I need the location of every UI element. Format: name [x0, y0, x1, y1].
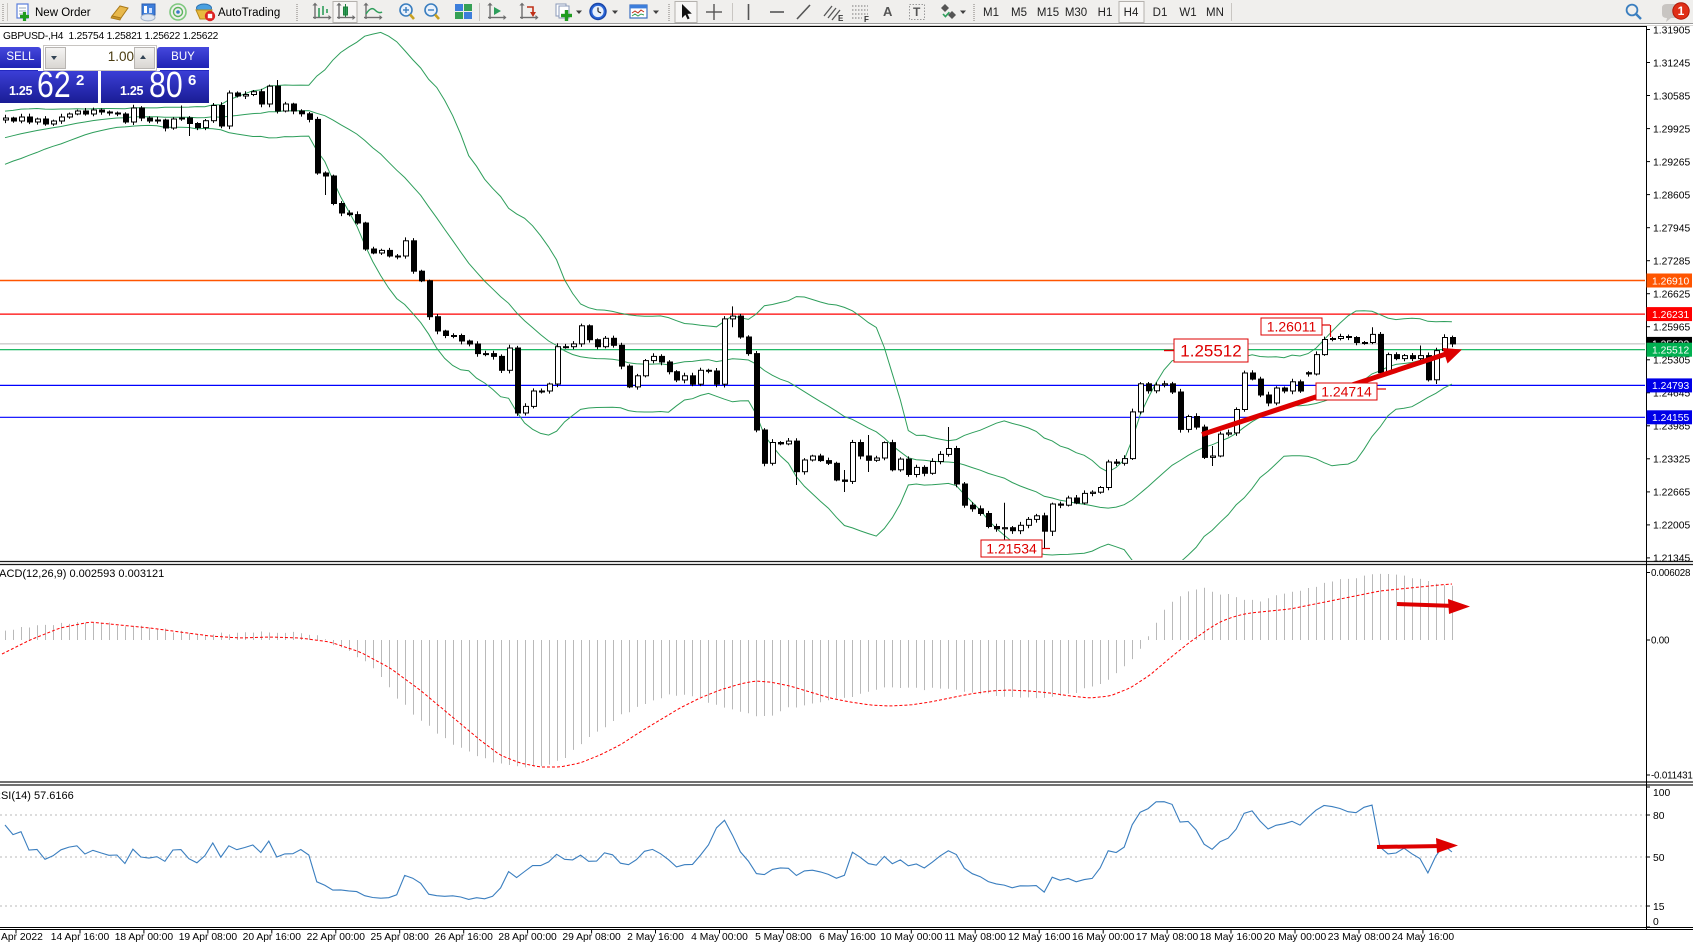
svg-text:14 Apr 16:00: 14 Apr 16:00	[51, 932, 110, 942]
svg-text:100: 100	[1653, 788, 1670, 799]
svg-text:GBPUSD-,H4 1.25754 1.25821 1.: GBPUSD-,H4 1.25754 1.25821 1.25622 1.256…	[3, 31, 219, 42]
svg-text:H4: H4	[1124, 7, 1139, 19]
svg-text:1.22665: 1.22665	[1653, 488, 1690, 499]
svg-text:15: 15	[1653, 902, 1665, 913]
svg-text:16 May 00:00: 16 May 00:00	[1072, 932, 1135, 942]
svg-text:A: A	[883, 4, 893, 19]
svg-text:26 Apr 16:00: 26 Apr 16:00	[434, 932, 493, 942]
svg-text:1.26625: 1.26625	[1653, 290, 1690, 301]
svg-text:1.26231: 1.26231	[1652, 310, 1689, 321]
svg-text:W1: W1	[1179, 7, 1196, 19]
svg-text:1.25965: 1.25965	[1653, 323, 1690, 334]
svg-text:18 Apr 00:00: 18 Apr 00:00	[115, 932, 174, 942]
svg-text:1.29265: 1.29265	[1653, 157, 1690, 168]
svg-text:1.24155: 1.24155	[1652, 413, 1689, 424]
svg-text:24 May 16:00: 24 May 16:00	[1392, 932, 1455, 942]
svg-text:Apr 2022: Apr 2022	[1, 932, 43, 942]
svg-text:RSI(14) 57.6166: RSI(14) 57.6166	[0, 790, 74, 802]
svg-text:18 May 16:00: 18 May 16:00	[1200, 932, 1263, 942]
svg-text:80: 80	[1653, 811, 1665, 822]
svg-text:M15: M15	[1037, 7, 1059, 19]
svg-text:1.29925: 1.29925	[1653, 124, 1690, 135]
svg-text:1.21534: 1.21534	[986, 541, 1037, 557]
svg-text:M30: M30	[1065, 7, 1087, 19]
svg-text:-0.011431: -0.011431	[1651, 771, 1693, 782]
svg-text:1.23985: 1.23985	[1653, 422, 1690, 433]
svg-text:2 May 16:00: 2 May 16:00	[627, 932, 684, 942]
svg-text:E: E	[838, 14, 844, 23]
svg-text:H1: H1	[1098, 7, 1113, 19]
svg-text:T: T	[913, 5, 921, 19]
svg-text:MACD(12,26,9) 0.002593 0.00312: MACD(12,26,9) 0.002593 0.003121	[0, 568, 164, 580]
svg-text:25 Apr 08:00: 25 Apr 08:00	[370, 932, 429, 942]
svg-text:1.24793: 1.24793	[1652, 381, 1689, 392]
svg-text:6 May 16:00: 6 May 16:00	[819, 932, 876, 942]
svg-text:4 May 00:00: 4 May 00:00	[691, 932, 748, 942]
svg-text:17 May 08:00: 17 May 08:00	[1136, 932, 1199, 942]
svg-text:0.006028: 0.006028	[1651, 568, 1691, 579]
svg-text:M5: M5	[1011, 7, 1027, 19]
svg-text:1.31245: 1.31245	[1653, 58, 1690, 69]
svg-text:M1: M1	[983, 7, 999, 19]
svg-text:20 Apr 16:00: 20 Apr 16:00	[243, 932, 302, 942]
svg-text:28 Apr 00:00: 28 Apr 00:00	[498, 932, 557, 942]
svg-text:20 May 00:00: 20 May 00:00	[1264, 932, 1327, 942]
svg-text:1: 1	[1678, 4, 1685, 18]
svg-text:23 May 08:00: 23 May 08:00	[1328, 932, 1391, 942]
svg-text:22 Apr 00:00: 22 Apr 00:00	[307, 932, 366, 942]
svg-text:1.30585: 1.30585	[1653, 91, 1690, 102]
svg-text:0.00: 0.00	[1651, 636, 1670, 647]
svg-text:50: 50	[1653, 853, 1665, 864]
svg-text:New Order: New Order	[35, 7, 91, 19]
svg-text:1.25512: 1.25512	[1652, 346, 1689, 357]
svg-text:1.24714: 1.24714	[1321, 384, 1372, 400]
svg-text:1.23325: 1.23325	[1653, 455, 1690, 466]
svg-text:5 May 08:00: 5 May 08:00	[755, 932, 812, 942]
svg-text:1.31905: 1.31905	[1653, 25, 1690, 36]
svg-text:11 May 08:00: 11 May 08:00	[944, 932, 1006, 942]
svg-text:0: 0	[1653, 917, 1659, 928]
svg-text:12 May 16:00: 12 May 16:00	[1008, 932, 1071, 942]
svg-text:F: F	[864, 15, 869, 24]
svg-text:1.27285: 1.27285	[1653, 257, 1690, 268]
svg-text:1.27945: 1.27945	[1653, 224, 1690, 235]
svg-text:1.26011: 1.26011	[1267, 319, 1317, 335]
svg-text:19 Apr 08:00: 19 Apr 08:00	[179, 932, 238, 942]
svg-text:29 Apr 08:00: 29 Apr 08:00	[562, 932, 621, 942]
svg-text:1.22005: 1.22005	[1653, 521, 1690, 532]
svg-text:AutoTrading: AutoTrading	[218, 7, 280, 19]
svg-text:D1: D1	[1153, 7, 1168, 19]
svg-text:1.28605: 1.28605	[1653, 190, 1690, 201]
svg-text:10 May 00:00: 10 May 00:00	[880, 932, 943, 942]
svg-text:MN: MN	[1206, 7, 1224, 19]
svg-text:1.26910: 1.26910	[1652, 276, 1689, 287]
svg-text:1.21345: 1.21345	[1653, 554, 1690, 565]
svg-text:1.25305: 1.25305	[1653, 356, 1690, 367]
svg-text:1.24645: 1.24645	[1653, 389, 1690, 400]
svg-text:1.25512: 1.25512	[1180, 342, 1241, 361]
